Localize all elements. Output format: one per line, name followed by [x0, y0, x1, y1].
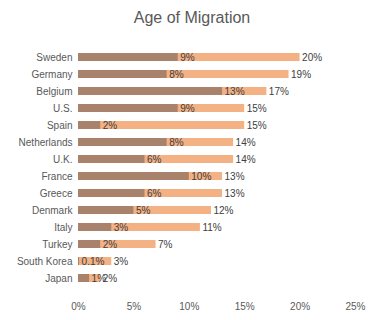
svg-text:25%: 25% [345, 301, 365, 312]
svg-text:0%: 0% [71, 301, 86, 312]
svg-text:6%: 6% [147, 188, 162, 199]
svg-text:5%: 5% [136, 205, 151, 216]
svg-text:9%: 9% [180, 103, 195, 114]
svg-text:20%: 20% [290, 301, 310, 312]
svg-text:France: France [41, 171, 73, 182]
svg-text:U.S.: U.S. [53, 103, 72, 114]
svg-text:Italy: Italy [54, 222, 72, 233]
svg-text:15%: 15% [247, 120, 267, 131]
html-text:Age of Migration: Age of Migration [133, 9, 251, 26]
svg-text:13%: 13% [225, 86, 245, 97]
svg-text:Spain: Spain [47, 120, 73, 131]
svg-text:10%: 10% [191, 171, 211, 182]
svg-text:1%: 1% [92, 273, 107, 284]
svg-text:12%: 12% [213, 205, 233, 216]
svg-text:14%: 14% [236, 137, 256, 148]
svg-text:6%: 6% [147, 154, 162, 165]
svg-text:Turkey: Turkey [42, 239, 72, 250]
svg-text:13%: 13% [225, 188, 245, 199]
svg-text:Sweden: Sweden [36, 52, 72, 63]
svg-text:11%: 11% [202, 222, 221, 233]
svg-text:0.1%: 0.1% [82, 256, 105, 267]
svg-text:7%: 7% [158, 239, 173, 250]
svg-text:2%: 2% [103, 120, 118, 131]
svg-text:Netherlands: Netherlands [19, 137, 73, 148]
svg-text:8%: 8% [169, 69, 184, 80]
svg-text:Belgium: Belgium [36, 86, 72, 97]
svg-text:3%: 3% [114, 222, 129, 233]
svg-text:3%: 3% [114, 256, 129, 267]
svg-text:15%: 15% [247, 103, 267, 114]
svg-text:19%: 19% [291, 69, 311, 80]
svg-text:20%: 20% [302, 52, 322, 63]
svg-text:5%: 5% [127, 301, 142, 312]
svg-text:2%: 2% [103, 239, 118, 250]
svg-text:9%: 9% [180, 52, 195, 63]
svg-text:Denmark: Denmark [32, 205, 74, 216]
svg-text:13%: 13% [225, 171, 245, 182]
svg-text:8%: 8% [169, 137, 184, 148]
svg-text:Japan: Japan [45, 273, 72, 284]
svg-text:Greece: Greece [40, 188, 73, 199]
svg-text:U.K.: U.K. [53, 154, 72, 165]
svg-text:Germany: Germany [31, 69, 72, 80]
svg-text:14%: 14% [236, 154, 256, 165]
svg-text:17%: 17% [269, 86, 289, 97]
svg-text:South Korea: South Korea [17, 256, 73, 267]
svg-text:15%: 15% [235, 301, 255, 312]
svg-text:2%: 2% [102, 272, 118, 284]
svg-text:10%: 10% [179, 301, 199, 312]
